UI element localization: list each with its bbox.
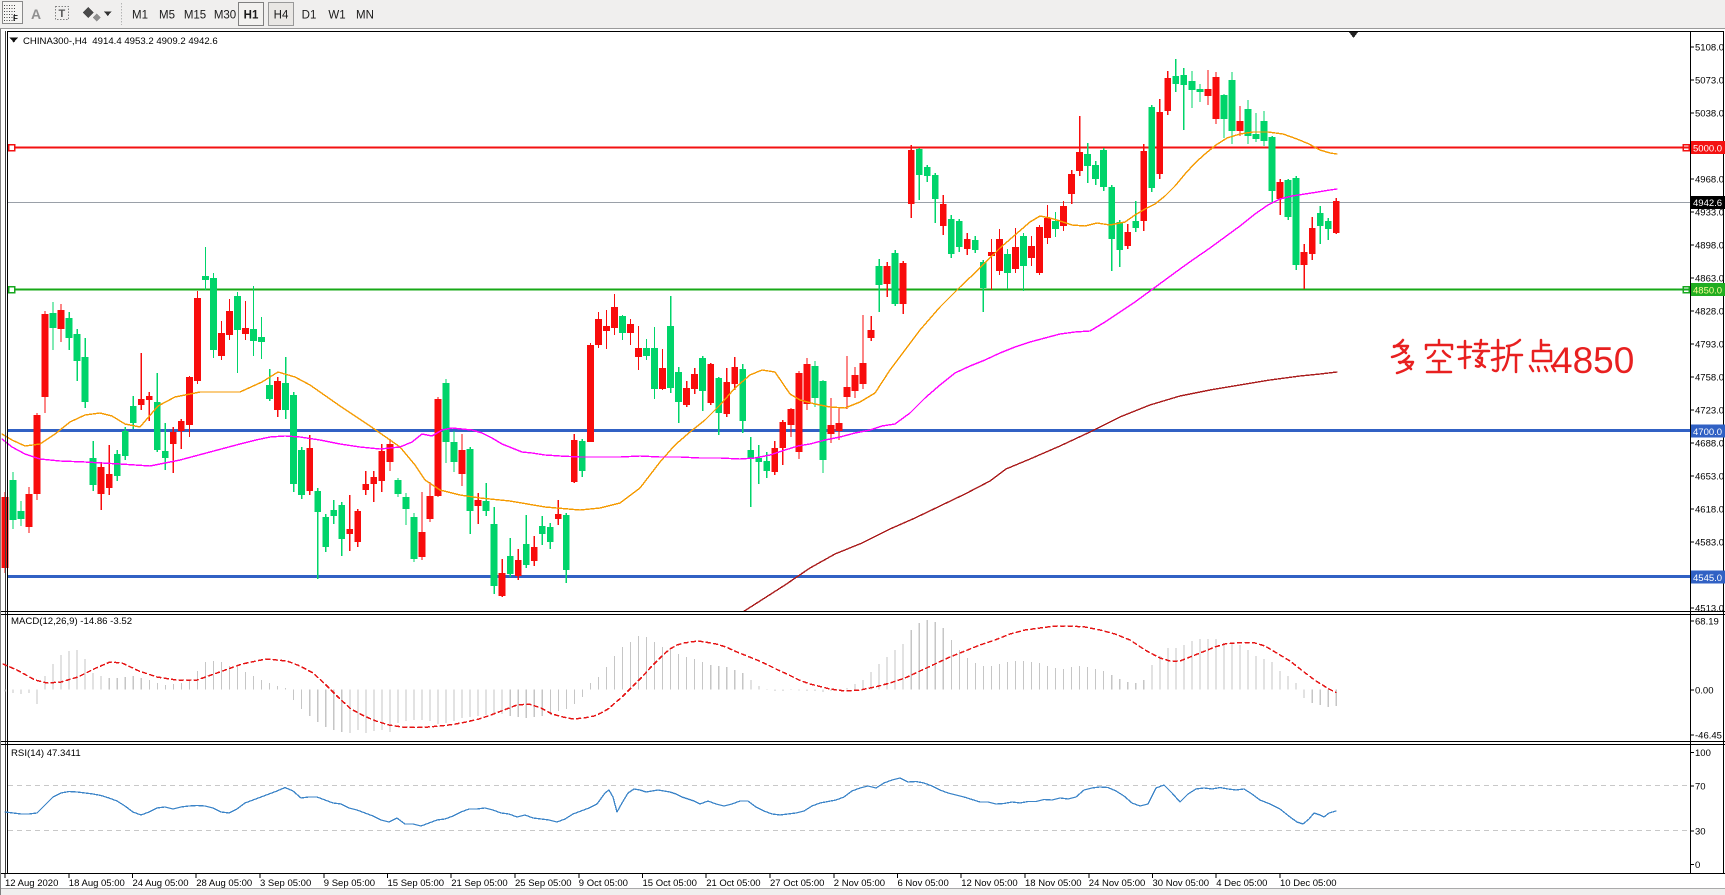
svg-text:M15: M15 xyxy=(184,10,206,22)
svg-text:CHINA300-,H4 4914.4 4953.2 49: CHINA300-,H4 4914.4 4953.2 4909.2 4942.6 xyxy=(23,36,218,47)
svg-text:MACD(12,26,9) -14.86 -3.52: MACD(12,26,9) -14.86 -3.52 xyxy=(11,616,132,627)
svg-text:3 Sep 05:00: 3 Sep 05:00 xyxy=(260,878,311,889)
svg-text:4898.0: 4898.0 xyxy=(1695,240,1724,251)
svg-text:4968.0: 4968.0 xyxy=(1695,174,1724,185)
svg-text:4688.0: 4688.0 xyxy=(1695,438,1724,449)
svg-text:9 Sep 05:00: 9 Sep 05:00 xyxy=(324,878,375,889)
svg-text:21 Oct 05:00: 21 Oct 05:00 xyxy=(706,878,760,889)
svg-text:4850.0: 4850.0 xyxy=(1693,285,1722,296)
svg-text:27 Oct 05:00: 27 Oct 05:00 xyxy=(770,878,824,889)
svg-text:A: A xyxy=(31,6,41,22)
svg-text:D1: D1 xyxy=(302,10,317,22)
svg-text:30 Nov 05:00: 30 Nov 05:00 xyxy=(1153,878,1210,889)
svg-text:RSI(14) 47.3411: RSI(14) 47.3411 xyxy=(11,748,81,759)
svg-text:5038.0: 5038.0 xyxy=(1695,108,1724,119)
svg-text:18 Nov 05:00: 18 Nov 05:00 xyxy=(1025,878,1082,889)
svg-text:4758.0: 4758.0 xyxy=(1695,372,1724,383)
svg-text:30: 30 xyxy=(1695,827,1706,838)
svg-text:24 Nov 05:00: 24 Nov 05:00 xyxy=(1089,878,1146,889)
svg-text:9 Oct 05:00: 9 Oct 05:00 xyxy=(579,878,628,889)
svg-text:4583.0: 4583.0 xyxy=(1695,537,1724,548)
svg-text:M30: M30 xyxy=(214,10,236,22)
svg-text:4942.6: 4942.6 xyxy=(1693,198,1722,209)
svg-text:21 Sep 05:00: 21 Sep 05:00 xyxy=(451,878,508,889)
svg-text:5073.0: 5073.0 xyxy=(1695,75,1724,86)
svg-text:T: T xyxy=(59,8,66,20)
svg-text:-46.45: -46.45 xyxy=(1695,731,1722,742)
svg-text:4828.0: 4828.0 xyxy=(1695,306,1724,317)
svg-text:15 Oct 05:00: 15 Oct 05:00 xyxy=(643,878,697,889)
svg-text:2 Nov 05:00: 2 Nov 05:00 xyxy=(834,878,885,889)
svg-text:12 Aug 2020: 12 Aug 2020 xyxy=(5,878,58,889)
svg-text:28 Aug 05:00: 28 Aug 05:00 xyxy=(196,878,252,889)
svg-text:H1: H1 xyxy=(244,10,259,22)
svg-text:H4: H4 xyxy=(274,10,289,22)
svg-text:100: 100 xyxy=(1695,748,1711,759)
svg-text:4793.0: 4793.0 xyxy=(1695,339,1724,350)
svg-text:5108.0: 5108.0 xyxy=(1695,42,1724,53)
svg-text:25 Sep 05:00: 25 Sep 05:00 xyxy=(515,878,572,889)
svg-text:24 Aug 05:00: 24 Aug 05:00 xyxy=(133,878,189,889)
svg-text:6 Nov 05:00: 6 Nov 05:00 xyxy=(898,878,949,889)
svg-text:4653.0: 4653.0 xyxy=(1695,471,1724,482)
svg-text:4850: 4850 xyxy=(1552,340,1634,381)
svg-text:4545.0: 4545.0 xyxy=(1693,573,1722,584)
svg-text:MN: MN xyxy=(356,10,374,22)
svg-text:12 Nov 05:00: 12 Nov 05:00 xyxy=(961,878,1018,889)
svg-text:10 Dec 05:00: 10 Dec 05:00 xyxy=(1280,878,1337,889)
svg-text:0.00: 0.00 xyxy=(1695,686,1714,697)
svg-text:4723.0: 4723.0 xyxy=(1695,405,1724,416)
svg-text:18 Aug 05:00: 18 Aug 05:00 xyxy=(69,878,125,889)
svg-text:4933.0: 4933.0 xyxy=(1695,207,1724,218)
svg-text:5000.0: 5000.0 xyxy=(1693,143,1722,154)
svg-text:0: 0 xyxy=(1695,860,1700,871)
svg-text:W1: W1 xyxy=(328,10,345,22)
svg-text:70: 70 xyxy=(1695,782,1706,793)
svg-text:15 Sep 05:00: 15 Sep 05:00 xyxy=(388,878,445,889)
svg-text:F: F xyxy=(13,14,18,23)
svg-text:4513.0: 4513.0 xyxy=(1695,603,1724,614)
svg-text:M1: M1 xyxy=(132,10,148,22)
svg-text:4618.0: 4618.0 xyxy=(1695,504,1724,515)
svg-text:4863.0: 4863.0 xyxy=(1695,273,1724,284)
svg-text:68.19: 68.19 xyxy=(1695,616,1719,627)
svg-text:4 Dec 05:00: 4 Dec 05:00 xyxy=(1216,878,1267,889)
svg-text:M5: M5 xyxy=(159,10,175,22)
svg-text:4700.0: 4700.0 xyxy=(1693,427,1722,438)
